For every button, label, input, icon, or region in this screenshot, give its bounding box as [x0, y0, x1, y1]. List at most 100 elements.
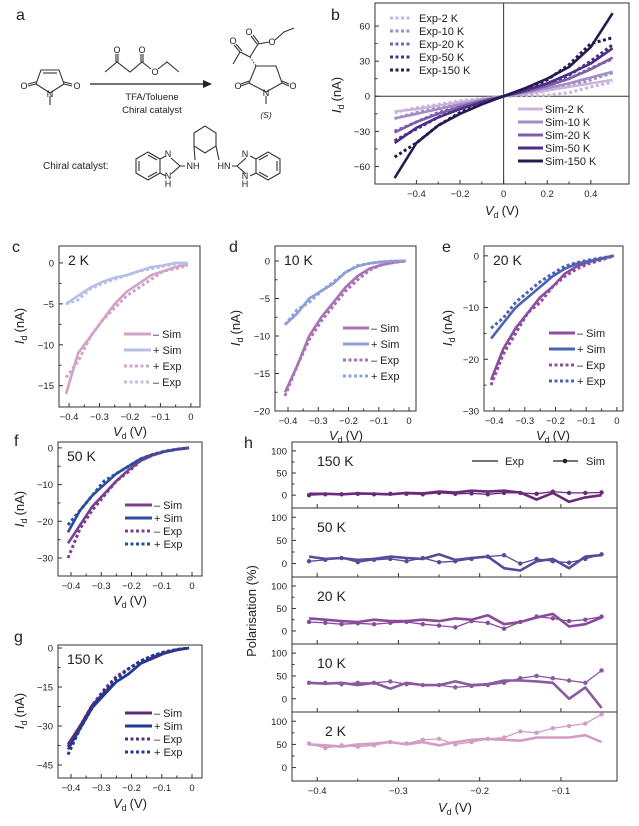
sim-data-point [550, 676, 556, 681]
y-tick-label: 50 [276, 671, 287, 682]
x-tick-label: 0.4 [584, 189, 597, 200]
sim-data-point [436, 682, 442, 688]
y-tick-label: −30 [463, 407, 479, 418]
y-tick-label: 100 [271, 581, 287, 592]
sim-data-point [469, 739, 474, 745]
axis-symbol: I [440, 342, 455, 346]
x-tick-label: −0.1 [369, 416, 388, 427]
axis-unit: (nA) [228, 310, 243, 335]
sim-data-point [323, 492, 328, 497]
sim-data-point [339, 492, 344, 497]
sim-data-point [323, 620, 328, 626]
axis-symbol: V [113, 796, 123, 811]
x-tick-label: −0.4 [62, 581, 81, 592]
legend-entry: Exp-20 K [390, 39, 465, 51]
x-tick-label: −0.1 [151, 412, 170, 423]
conditions-catalyst: Chiral catalyst [122, 105, 182, 116]
y-tick-label: 0 [282, 491, 287, 502]
legend-entry: Exp-2 K [390, 13, 459, 25]
sim-data-point [518, 619, 523, 625]
sim-data-point [371, 622, 377, 627]
y-tick-label: −20 [254, 407, 270, 418]
chart-panel-b: −0.4 −0.2 0 0.2 0.4 −60 −30 0 30 60 Exp-2 KExp-10 … [329, 2, 630, 220]
plot-frame [291, 711, 618, 782]
y-tick-label: −10 [37, 480, 53, 491]
sim-data-point [599, 668, 604, 673]
sim-data-point [550, 489, 556, 494]
axis-symbol: I [12, 725, 27, 729]
sim-data-point [404, 559, 409, 564]
legend-label-sim: Sim [586, 456, 605, 468]
legend-label: Sim-20 K [545, 130, 591, 142]
x-axis-label: Vd (V) [113, 424, 147, 441]
y-tick-label: 0 [265, 257, 270, 268]
y-tick-label: −5 [259, 294, 270, 305]
y-tick-label: −30 [354, 127, 370, 138]
sim-data-point [355, 744, 361, 749]
sim-data-point [355, 559, 361, 565]
sim-data-point [404, 681, 409, 687]
sim-data-point [323, 745, 328, 751]
axis-unit: (nA) [12, 308, 27, 333]
sim-data-point [469, 618, 474, 624]
y-tick-label: 0 [282, 559, 287, 570]
axis-unit: (V) [130, 796, 147, 811]
sim-data-point [404, 741, 409, 746]
axis-symbol: V [438, 800, 448, 815]
x-tick-label: −0.4 [279, 416, 298, 427]
y-axis-label: Polarisation (%) [244, 565, 259, 657]
panel-label-a: a [16, 7, 25, 24]
sim-data-point [404, 619, 409, 625]
y-tick-label: −5 [43, 299, 54, 310]
x-tick-label: 0 [188, 412, 193, 423]
sim-data-point [485, 492, 491, 497]
legend-label: – Exp [154, 734, 182, 746]
legend-label: Exp-2 K [419, 13, 459, 25]
chart-panel-h: 0 50 100 150 K 0 50 100 50 K 0 50 100 20 K 0 50 100 10 … [244, 441, 618, 817]
series-line-sim-150-k [393, 12, 614, 179]
y-tick-label: 0 [282, 694, 287, 705]
sim-data-point [355, 680, 361, 685]
sim-data-point [469, 683, 474, 689]
axis-symbol: V [536, 428, 546, 443]
legend-label: – Sim [153, 329, 181, 341]
panel-label-f: f [14, 433, 19, 450]
y-tick-label: 0 [474, 251, 479, 262]
legend-label: Exp-50 K [419, 52, 465, 64]
axis-subscript: d [235, 337, 245, 342]
subpanel-title: 10 K [317, 655, 346, 671]
legend-entry: + Sim [343, 339, 399, 351]
atom-h: H [242, 179, 249, 189]
sim-data-point [388, 679, 393, 684]
panel-label-h: h [244, 435, 253, 452]
sim-data-point [436, 623, 442, 628]
y-tick-label: −60 [354, 162, 370, 173]
series-line--sim [490, 254, 615, 340]
sim-data-point [323, 680, 328, 685]
panel-label-b: b [331, 7, 340, 24]
x-tick-label: −0.2 [122, 581, 141, 592]
sim-data-point [485, 682, 491, 688]
reaction-scheme: O O N O O O TFA/Toluene Chiral catalyst … [20, 27, 296, 189]
sim-data-point [371, 492, 377, 497]
series-line--exp [490, 254, 615, 330]
legend-entry: + Exp [343, 371, 399, 383]
x-tick-label: −0.4 [62, 783, 81, 794]
sim-data-point [306, 492, 312, 498]
axis-subscript: d [447, 337, 457, 342]
sim-data-point [518, 561, 523, 566]
y-tick-label: 30 [359, 57, 370, 68]
legend-entry: – Exp [343, 355, 399, 367]
sim-data-point [550, 559, 556, 564]
panel-label-g: g [14, 629, 23, 646]
x-axis-label: Vd (V) [536, 428, 570, 445]
panel-label-e: e [442, 239, 451, 256]
y-tick-label: −10 [463, 303, 479, 314]
sim-data-point [306, 559, 312, 564]
axis-symbol: I [12, 523, 27, 527]
legend-entry: Sim-2 K [518, 104, 585, 116]
legend-entry: Exp-50 K [390, 52, 465, 64]
sim-data-point [420, 622, 426, 627]
axis-subscript: d [122, 431, 127, 441]
